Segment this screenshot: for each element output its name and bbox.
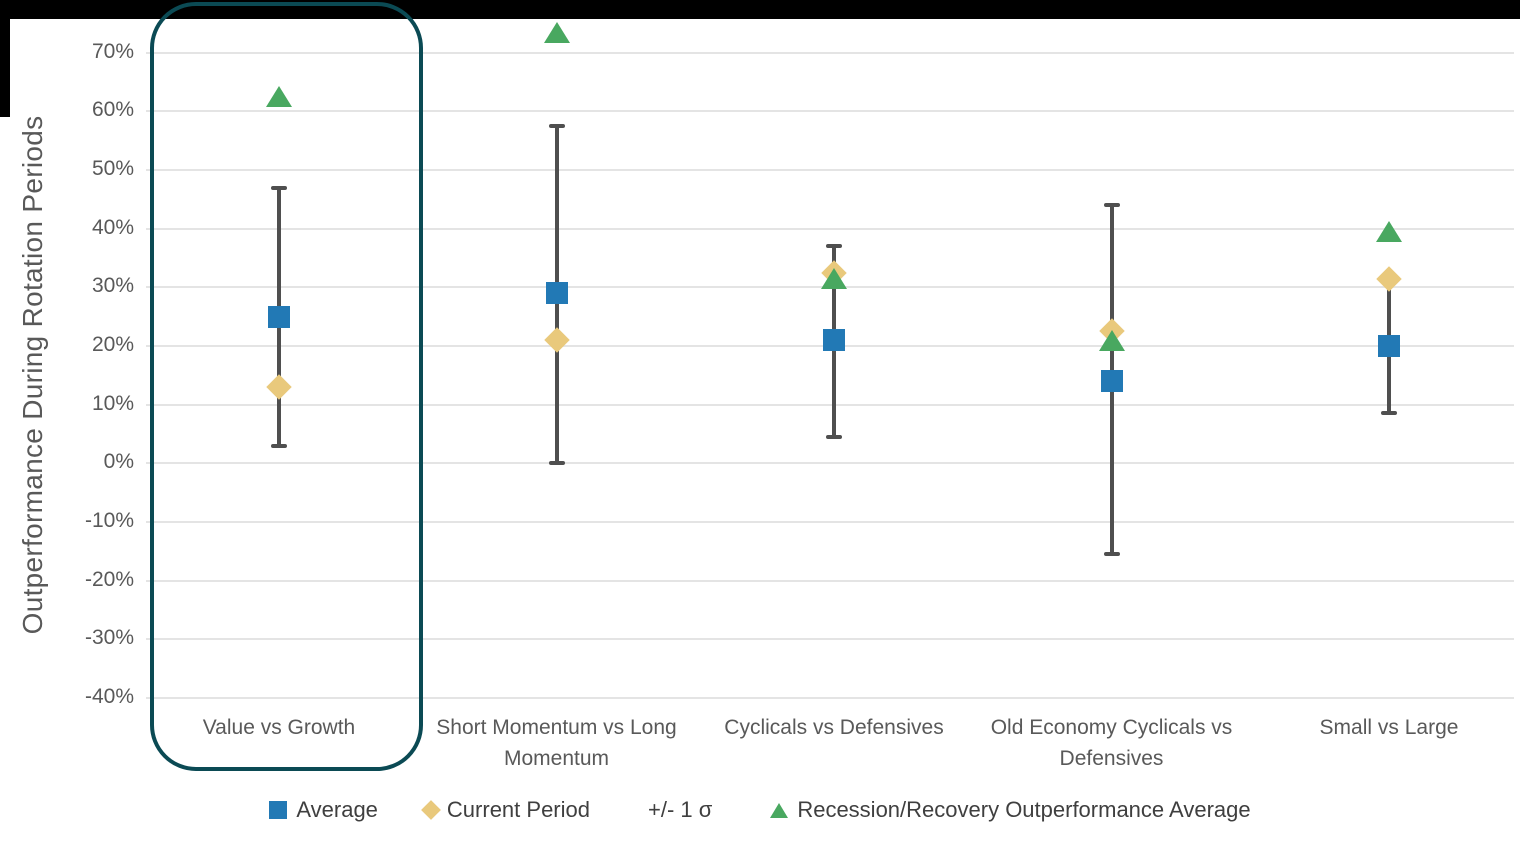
diamond-legend-icon bbox=[421, 800, 441, 820]
y-tick-label: -20% bbox=[84, 567, 134, 591]
marker-recession-recovery-triangle bbox=[543, 21, 570, 43]
gridline bbox=[146, 579, 1514, 582]
legend-label: +/- 1 σ bbox=[648, 797, 713, 822]
category-label: Small vs Large bbox=[1319, 716, 1459, 739]
gridline bbox=[146, 51, 1514, 54]
legend-label: Average bbox=[296, 797, 378, 822]
gridline bbox=[146, 696, 1514, 699]
error-bar-cap-top bbox=[271, 185, 287, 190]
marker-average-square bbox=[823, 329, 845, 352]
y-tick-label: -30% bbox=[84, 626, 134, 650]
marker-recession-recovery-triangle bbox=[266, 86, 292, 108]
legend-item: Recession/Recovery Outperformance Averag… bbox=[770, 797, 1251, 823]
marker-recession-recovery-triangle bbox=[821, 268, 847, 290]
y-tick-label: 30% bbox=[91, 274, 134, 298]
marker-recession-recovery-triangle bbox=[1098, 329, 1125, 351]
highlight-ring bbox=[150, 2, 423, 771]
marker-recession-recovery-triangle bbox=[1376, 221, 1402, 243]
square-legend-icon bbox=[269, 801, 288, 819]
y-tick-label: 10% bbox=[91, 391, 134, 415]
gridline bbox=[146, 110, 1514, 113]
error-bar-cap-bottom bbox=[1381, 411, 1397, 416]
gridline bbox=[146, 462, 1514, 465]
legend: Average Current Period +/- 1 σ Recession/Re… bbox=[0, 797, 1520, 823]
gridline bbox=[146, 169, 1514, 172]
category-label: Old Economy Cyclicals vs Defensives bbox=[990, 716, 1233, 770]
error-bar-cap-bottom bbox=[548, 461, 565, 466]
category-label: Cyclicals vs Defensives bbox=[724, 716, 944, 739]
error-bar-cap-bottom bbox=[271, 443, 287, 448]
y-tick-label: 70% bbox=[91, 39, 134, 63]
legend-label: Recession/Recovery Outperformance Averag… bbox=[797, 797, 1251, 822]
y-tick-label: 20% bbox=[91, 333, 134, 356]
gridline bbox=[146, 403, 1514, 406]
error-bar-cap-top bbox=[1103, 203, 1120, 208]
triangle-legend-icon bbox=[770, 802, 789, 818]
y-tick-label: 60% bbox=[91, 98, 134, 122]
legend-item: Average bbox=[269, 797, 378, 823]
error-bar-cap-top bbox=[826, 244, 842, 249]
category-label: Short Momentum vs Long Momentum bbox=[436, 716, 677, 770]
y-tick-label: -40% bbox=[84, 684, 134, 708]
marker-average-square bbox=[268, 305, 290, 328]
y-tick-label: 0% bbox=[103, 450, 134, 474]
legend-item: +/- 1 σ bbox=[636, 797, 724, 823]
marker-average-square bbox=[1100, 370, 1123, 393]
error-bar-cap-bottom bbox=[826, 434, 842, 439]
category-label: Value vs Growth bbox=[202, 716, 356, 739]
y-tick-label: -10% bbox=[84, 508, 134, 532]
marker-average-square bbox=[545, 282, 568, 305]
marker-average-square bbox=[1378, 335, 1400, 357]
left-black-bar bbox=[0, 0, 10, 117]
y-tick-label: 50% bbox=[91, 157, 134, 181]
y-tick-label: 40% bbox=[91, 215, 134, 239]
error-bar-cap-bottom bbox=[1103, 552, 1120, 557]
error-bar-cap-top bbox=[548, 124, 565, 129]
legend-item: Current Period bbox=[421, 797, 590, 823]
gridline bbox=[146, 638, 1514, 641]
legend-label: Current Period bbox=[446, 797, 590, 822]
gridline bbox=[146, 227, 1514, 230]
gridline bbox=[146, 520, 1514, 523]
